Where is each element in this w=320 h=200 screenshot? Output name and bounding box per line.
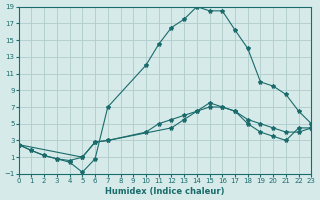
X-axis label: Humidex (Indice chaleur): Humidex (Indice chaleur) — [105, 187, 225, 196]
